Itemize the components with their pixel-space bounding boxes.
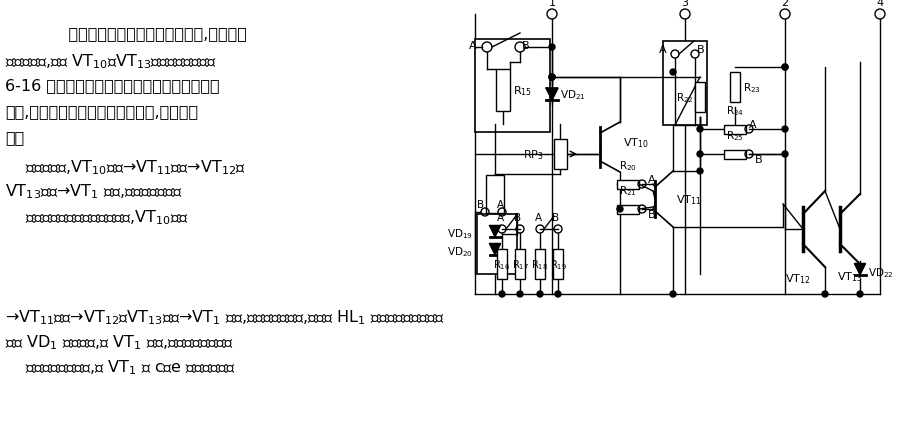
Circle shape — [697, 127, 703, 132]
Bar — [496, 70, 510, 112]
Bar — [695, 83, 705, 113]
Text: A: A — [660, 45, 667, 55]
Circle shape — [537, 291, 543, 297]
Text: B: B — [697, 45, 705, 55]
Text: B: B — [552, 213, 560, 222]
Polygon shape — [489, 226, 500, 237]
Circle shape — [782, 65, 788, 71]
Text: R$_{18}$: R$_{18}$ — [532, 257, 549, 271]
Bar — [724, 125, 746, 134]
Text: 极管 VD$_1$ 负端为正,故 VT$_1$ 截止,使直流停止供电。: 极管 VD$_1$ 负端为正,故 VT$_1$ 截止,使直流停止供电。 — [5, 332, 233, 351]
Text: R$_{17}$: R$_{17}$ — [512, 257, 529, 271]
Text: R$_{19}$: R$_{19}$ — [550, 257, 567, 271]
Circle shape — [670, 70, 676, 76]
Text: R$_{20}$: R$_{20}$ — [619, 159, 637, 173]
Text: →VT$_{11}$截止→VT$_{12}$、VT$_{13}$导通→VT$_1$ 导通,则交流投入供电,指示灯 HL$_1$ 亮。此时由于隔离二: →VT$_{11}$截止→VT$_{12}$、VT$_{13}$导通→VT$_1… — [5, 307, 445, 326]
Text: A: A — [496, 199, 504, 210]
Polygon shape — [489, 244, 500, 255]
Text: A: A — [534, 213, 542, 222]
Text: 1: 1 — [549, 0, 556, 8]
Text: B: B — [755, 155, 762, 164]
Text: B: B — [478, 199, 485, 210]
Text: VD$_{19}$: VD$_{19}$ — [447, 227, 473, 240]
Text: B: B — [522, 41, 530, 51]
Circle shape — [549, 45, 555, 51]
Text: A: A — [496, 213, 504, 222]
Circle shape — [697, 152, 703, 158]
Circle shape — [499, 291, 505, 297]
Circle shape — [697, 169, 703, 175]
Text: 值时,电路即能自动切换至交流供电,其原理如: 值时,电路即能自动切换至交流供电,其原理如 — [5, 104, 198, 119]
Text: R$_{25}$: R$_{25}$ — [726, 129, 744, 143]
Text: R$_{21}$: R$_{21}$ — [619, 184, 637, 198]
Bar — [553, 249, 563, 279]
Text: 若不以直流为主供,则 VT$_1$ 的 c、e 极短接即可。: 若不以直流为主供,则 VT$_1$ 的 c、e 极短接即可。 — [5, 357, 236, 376]
Text: 下：: 下： — [5, 130, 24, 145]
Bar — [663, 42, 707, 126]
Circle shape — [617, 207, 623, 213]
Text: 当直流消失或下降至某一值时,VT$_{10}$截止: 当直流消失或下降至某一值时,VT$_{10}$截止 — [5, 207, 188, 226]
Text: 3: 3 — [681, 0, 688, 8]
Circle shape — [822, 291, 828, 297]
Text: A: A — [749, 120, 757, 130]
Polygon shape — [546, 89, 558, 101]
Text: R$_{15}$: R$_{15}$ — [513, 84, 532, 98]
Circle shape — [857, 291, 863, 297]
Text: VD$_{20}$: VD$_{20}$ — [447, 245, 473, 258]
Text: B: B — [514, 213, 522, 222]
Text: 交直流切换电路是以直流为主供,交流为备: 交直流切换电路是以直流为主供,交流为备 — [48, 26, 247, 41]
Text: VD$_{22}$: VD$_{22}$ — [868, 265, 894, 279]
Circle shape — [782, 127, 788, 132]
Text: R$_{24}$: R$_{24}$ — [726, 104, 744, 118]
Text: 用时加入的,它由 VT$_{10}$～VT$_{13}$等组成。电路如图: 用时加入的,它由 VT$_{10}$～VT$_{13}$等组成。电路如图 — [5, 52, 217, 71]
Text: 正常工作时,VT$_{10}$导通→VT$_{11}$导通→VT$_{12}$、: 正常工作时,VT$_{10}$导通→VT$_{11}$导通→VT$_{12}$、 — [5, 158, 246, 176]
Text: R$_{23}$: R$_{23}$ — [743, 81, 761, 95]
Text: A: A — [469, 41, 477, 51]
Circle shape — [670, 291, 676, 297]
Bar — [617, 180, 639, 189]
Circle shape — [549, 75, 555, 81]
Text: 4: 4 — [877, 0, 884, 8]
Circle shape — [782, 65, 788, 71]
Bar — [497, 249, 507, 279]
Text: VT$_{10}$: VT$_{10}$ — [623, 136, 649, 150]
Text: R$_{22}$: R$_{22}$ — [676, 91, 694, 105]
Text: A: A — [648, 175, 656, 184]
Circle shape — [549, 75, 555, 81]
Circle shape — [782, 152, 788, 158]
Bar — [477, 215, 517, 274]
Bar — [486, 176, 504, 213]
Text: 6-16 所示。当直流供电电压消失或降低到某一: 6-16 所示。当直流供电电压消失或降低到某一 — [5, 78, 220, 93]
Bar — [553, 140, 567, 170]
Text: VT$_{13}$: VT$_{13}$ — [837, 269, 863, 283]
Text: 2: 2 — [781, 0, 788, 8]
Polygon shape — [854, 264, 866, 275]
Bar — [730, 73, 740, 103]
Circle shape — [517, 291, 523, 297]
Text: RP$_3$: RP$_3$ — [523, 148, 544, 161]
Bar — [617, 205, 639, 214]
Circle shape — [555, 291, 561, 297]
Text: VT$_{11}$: VT$_{11}$ — [676, 193, 702, 207]
Bar — [515, 249, 525, 279]
Text: B: B — [648, 210, 656, 219]
Text: VT$_{13}$截止→VT$_1$ 截止,则交流不供电。: VT$_{13}$截止→VT$_1$ 截止,则交流不供电。 — [5, 181, 183, 200]
Text: VT$_{12}$: VT$_{12}$ — [785, 271, 811, 285]
Text: R$_{16}$: R$_{16}$ — [494, 257, 511, 271]
Bar — [535, 249, 545, 279]
Circle shape — [549, 75, 555, 81]
Text: VD$_{21}$: VD$_{21}$ — [560, 88, 586, 102]
Bar — [724, 150, 746, 159]
Bar — [475, 40, 550, 132]
